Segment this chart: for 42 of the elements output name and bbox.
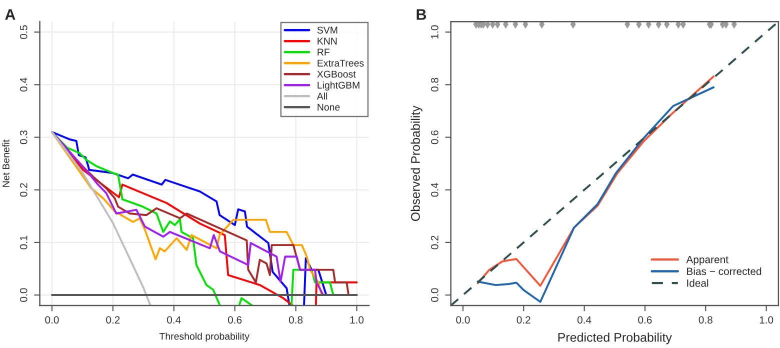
- x-tick-label: 0.2: [516, 316, 530, 324]
- y-axis-title: Observed Probability: [410, 106, 422, 221]
- x-tick-label: 0.2: [106, 316, 120, 324]
- legend-label: XGBoost: [317, 70, 356, 78]
- line-series: [50, 131, 152, 306]
- chart-title: A: [5, 9, 16, 20]
- x-tick-label: 0.8: [288, 316, 303, 324]
- legend-label: None: [318, 104, 340, 111]
- y-tick-label: 0.3: [20, 130, 28, 144]
- legend-label: SVM: [317, 26, 338, 34]
- y-axis-title: Net Benefit: [2, 140, 10, 187]
- y-tick-label: 0.2: [20, 183, 28, 197]
- y-tick-label: 0.2: [430, 236, 438, 250]
- x-axis-title: Predicted Probability: [558, 332, 672, 344]
- y-tick-label: 0.4: [20, 78, 28, 92]
- x-tick-label: 0.8: [698, 316, 712, 324]
- y-tick-label: 0.1: [20, 236, 28, 250]
- x-tick-label: 0.4: [167, 316, 181, 324]
- y-tick-label: 1.0: [430, 25, 438, 39]
- legend-label: All: [316, 92, 328, 100]
- x-tick-label: 0.6: [638, 316, 652, 324]
- chart-title: B: [416, 9, 426, 20]
- y-tick-label: 0.5: [20, 25, 28, 39]
- x-tick-label: 1.0: [760, 316, 774, 324]
- legend-label: ExtraTrees: [318, 60, 364, 67]
- y-tick-label: 0.0: [430, 288, 438, 302]
- legend-label: Apparent: [686, 256, 728, 266]
- legend-label: RF: [318, 48, 330, 56]
- legend-label: KNN: [318, 38, 337, 44]
- legend-label: Ideal: [687, 279, 708, 287]
- x-tick-label: 0.0: [45, 316, 59, 324]
- y-tick-label: 0.4: [430, 182, 438, 197]
- x-tick-label: 1.0: [350, 316, 364, 324]
- x-tick-label: 0.4: [577, 316, 592, 324]
- x-tick-label: 0.6: [228, 316, 242, 324]
- x-tick-label: 0.0: [456, 316, 470, 324]
- y-tick-label: 0.8: [430, 78, 438, 92]
- y-tick-label: 0.0: [20, 288, 28, 302]
- y-tick-label: 0.6: [430, 130, 438, 144]
- x-axis-title: Threshold probability: [159, 332, 250, 342]
- legend-label: LightGBM: [318, 81, 360, 91]
- legend-label: Bias − corrected: [687, 267, 762, 276]
